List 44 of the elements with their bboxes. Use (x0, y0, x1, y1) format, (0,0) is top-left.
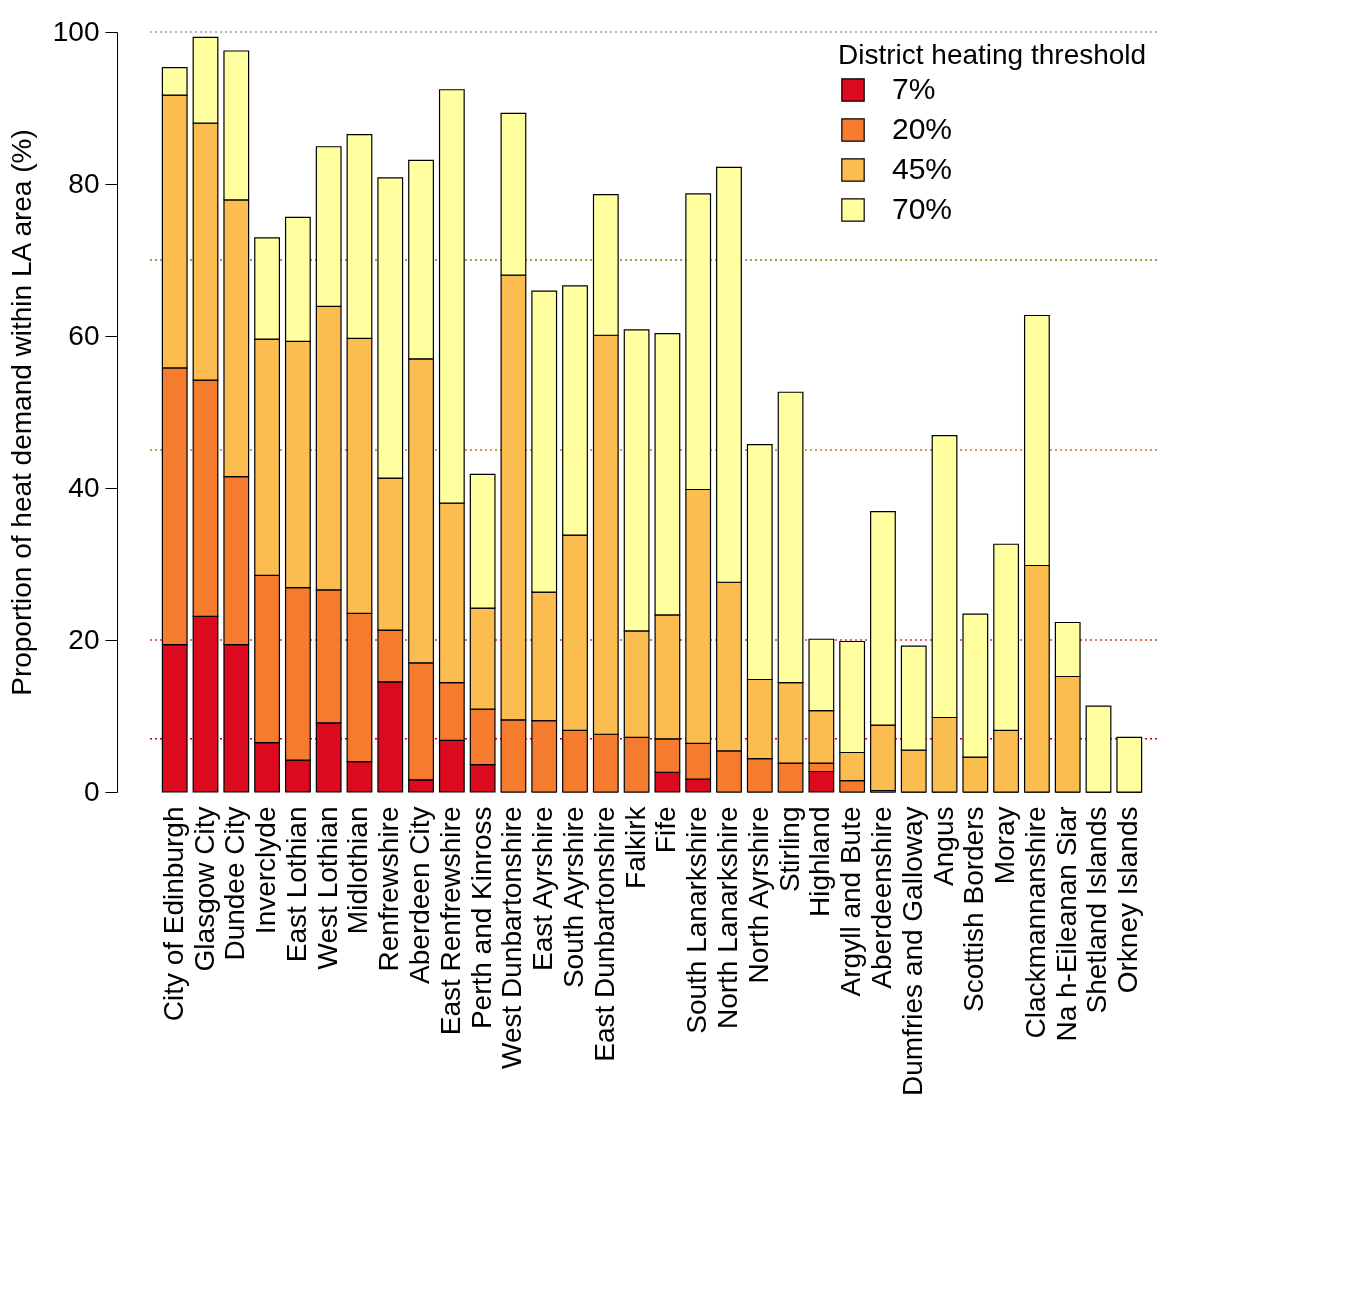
x-tick-label: Na h-Eileanan Siar (1050, 806, 1082, 1042)
x-tick-label: Renfrewshire (373, 806, 405, 972)
x-tick-label: West Lothian (311, 806, 343, 970)
x-tick-label: Angus (927, 806, 959, 886)
x-tick-label: Glasgow City (188, 806, 220, 972)
legend-title: District heating threshold (838, 39, 1147, 70)
y-tick-label: 60 (68, 319, 100, 351)
x-tick-label: Dundee City (219, 806, 251, 961)
x-tick-label: North Lanarkshire (711, 806, 743, 1030)
y-tick-label: 20 (68, 623, 100, 655)
y-tick-label: 40 (68, 471, 100, 503)
x-tick-label: Clackmannanshire (1019, 806, 1051, 1039)
legend-label: 70% (892, 192, 953, 225)
x-tick-label: East Lothian (280, 806, 312, 963)
x-tick-label: Midlothian (342, 806, 374, 935)
x-tick-label: Argyll and Bute (835, 806, 867, 997)
x-tick-label: Fife (650, 806, 682, 854)
x-tick-label: City of Edinburgh (157, 806, 189, 1022)
x-tick-label: Aberdeen City (404, 806, 436, 984)
x-tick-label: Scottish Borders (958, 806, 990, 1012)
x-tick-label: East Dunbartonshire (588, 806, 620, 1062)
x-tick-label: Highland (804, 806, 836, 918)
x-tick-label: Orkney Islands (1112, 806, 1144, 994)
x-tick-label: Inverclyde (250, 806, 282, 935)
x-tick-label: Dumfries and Galloway (896, 806, 928, 1096)
x-tick-label: West Dunbartonshire (496, 806, 528, 1069)
x-tick-label: East Renfrewshire (434, 806, 466, 1036)
x-tick-label: South Lanarkshire (681, 806, 713, 1034)
x-tick-label: North Ayrshire (742, 806, 774, 984)
x-tick-label: South Ayrshire (558, 806, 590, 989)
x-tick-label: Shetland Islands (1081, 806, 1113, 1014)
x-tick-label: Stirling (773, 806, 805, 893)
x-tick-label: Perth and Kinross (465, 806, 497, 1030)
x-tick-label: Falkirk (619, 805, 651, 889)
y-tick-label: 100 (52, 15, 100, 47)
y-tick-label: 0 (83, 775, 100, 807)
x-tick-label: Aberdeenshire (865, 806, 897, 989)
y-tick-label: 80 (68, 167, 100, 199)
x-tick-label: Moray (989, 806, 1021, 885)
legend-label: 7% (892, 72, 936, 105)
legend-label: 45% (892, 152, 953, 185)
y-axis-title: Proportion of heat demand within LA area (%) (5, 129, 37, 696)
x-tick-label: East Ayrshire (527, 806, 559, 971)
legend-label: 20% (892, 112, 953, 145)
